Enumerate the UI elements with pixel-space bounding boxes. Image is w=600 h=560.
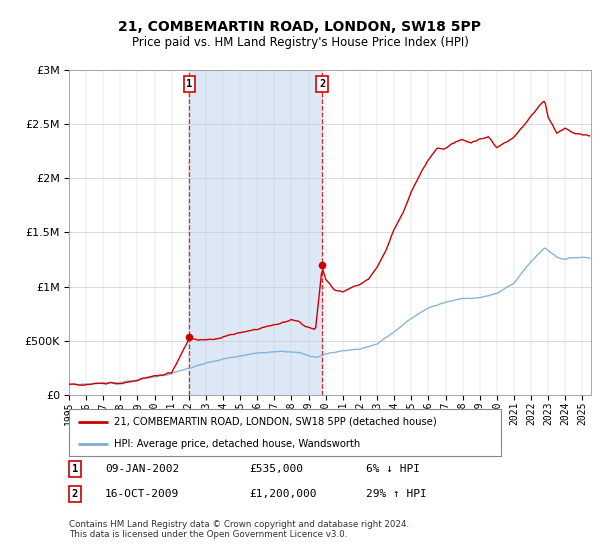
Text: 2: 2 [72, 489, 78, 499]
Text: 16-OCT-2009: 16-OCT-2009 [105, 489, 179, 499]
Text: 1: 1 [72, 464, 78, 474]
Text: Contains HM Land Registry data © Crown copyright and database right 2024.
This d: Contains HM Land Registry data © Crown c… [69, 520, 409, 539]
Text: Price paid vs. HM Land Registry's House Price Index (HPI): Price paid vs. HM Land Registry's House … [131, 36, 469, 49]
Bar [190, 70, 322, 395]
Text: £1,200,000: £1,200,000 [249, 489, 317, 499]
Text: 2: 2 [319, 79, 325, 89]
Text: £535,000: £535,000 [249, 464, 303, 474]
Text: 6% ↓ HPI: 6% ↓ HPI [366, 464, 420, 474]
Text: 21, COMBEMARTIN ROAD, LONDON, SW18 5PP: 21, COMBEMARTIN ROAD, LONDON, SW18 5PP [119, 20, 482, 34]
Text: HPI: Average price, detached house, Wandsworth: HPI: Average price, detached house, Wand… [115, 438, 361, 449]
Text: 29% ↑ HPI: 29% ↑ HPI [366, 489, 427, 499]
Text: 09-JAN-2002: 09-JAN-2002 [105, 464, 179, 474]
Text: 21, COMBEMARTIN ROAD, LONDON, SW18 5PP (detached house): 21, COMBEMARTIN ROAD, LONDON, SW18 5PP (… [115, 417, 437, 427]
Text: 1: 1 [187, 79, 193, 89]
